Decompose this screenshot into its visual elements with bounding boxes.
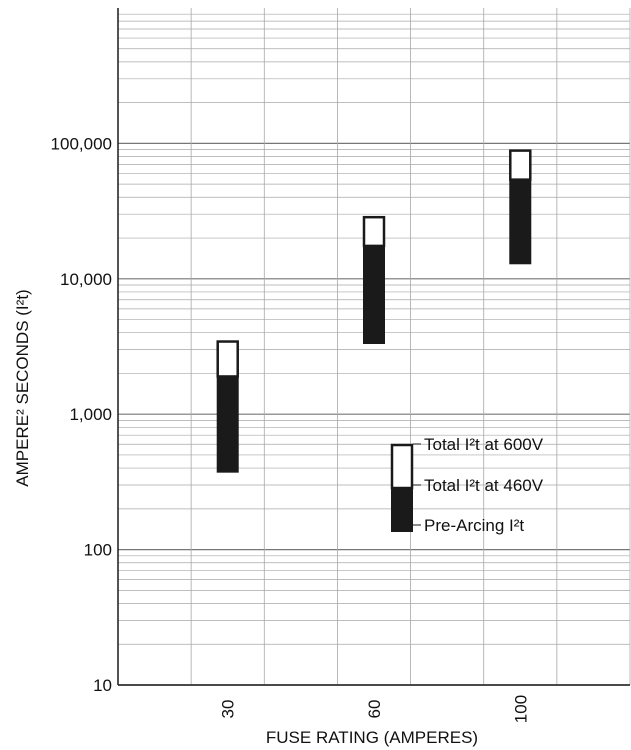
bar-pre-arcing [363, 245, 385, 344]
grid [117, 8, 631, 686]
legend: Total I²t at 600V Total I²t at 460V Pre-Ar… [390, 435, 544, 535]
x-tick-label: 100 [511, 695, 530, 723]
bar-pre-arcing [216, 376, 239, 473]
bars [216, 149, 532, 473]
legend-label: Total I²t at 600V [424, 435, 544, 454]
bar-total-600v [362, 215, 386, 248]
legend-swatch-light [390, 443, 414, 490]
y-axis-title: AMPERE² SECONDS (I²t) [13, 289, 32, 486]
y-tick-label: 100 [84, 541, 112, 560]
x-axis-title: FUSE RATING (AMPERES) [266, 728, 478, 747]
y-tick-label: 10,000 [60, 270, 112, 289]
legend-label: Pre-Arcing I²t [424, 516, 524, 535]
y-tick-label: 100,000 [51, 134, 112, 153]
legend-swatch-dark [391, 488, 413, 532]
y-tick-label: 1,000 [69, 405, 112, 424]
x-tick-label: 30 [219, 700, 238, 719]
bar-total-600v [216, 340, 239, 378]
bar-pre-arcing [509, 179, 532, 265]
x-tick-label: 60 [365, 700, 384, 719]
legend-label: Total I²t at 460V [424, 476, 544, 495]
bar-total-600v [509, 149, 532, 181]
y-tick-labels: 10 100 1,000 10,000 100,000 [51, 134, 112, 695]
y-tick-label: 10 [93, 676, 112, 695]
x-tick-labels: 30 60 100 [219, 695, 531, 723]
